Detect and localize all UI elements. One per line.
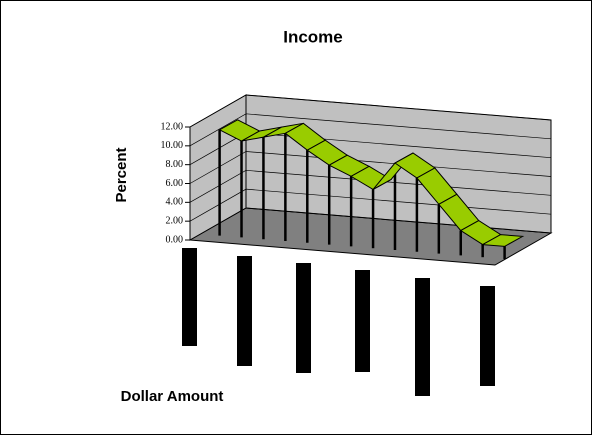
x-label-block bbox=[296, 263, 311, 373]
x-label-block bbox=[480, 286, 495, 386]
x-axis-label: Dollar Amount bbox=[121, 388, 224, 405]
grid-line bbox=[189, 113, 552, 147]
y-axis-label: Percent bbox=[113, 147, 130, 202]
grid-line bbox=[189, 151, 552, 184]
x-label-block bbox=[182, 248, 197, 346]
y-tick-label: 2.00 bbox=[166, 215, 184, 226]
y-tick-label: 12.00 bbox=[161, 121, 184, 132]
axis-labels-garbled bbox=[182, 248, 495, 396]
x-label-block bbox=[237, 256, 252, 366]
y-tick-label: 10.00 bbox=[161, 140, 184, 151]
y-tick-label: 4.00 bbox=[166, 197, 184, 208]
y-tick-label: 6.00 bbox=[166, 178, 184, 189]
grid-line bbox=[189, 94, 552, 128]
x-label-block bbox=[355, 270, 370, 372]
ribbon-segment bbox=[480, 234, 525, 247]
y-tick-label: 8.00 bbox=[166, 159, 184, 170]
chart-title: Income bbox=[283, 27, 343, 46]
x-label-block bbox=[415, 278, 430, 396]
y-tick-label: 0.00 bbox=[166, 234, 184, 245]
grid-line bbox=[189, 207, 552, 241]
